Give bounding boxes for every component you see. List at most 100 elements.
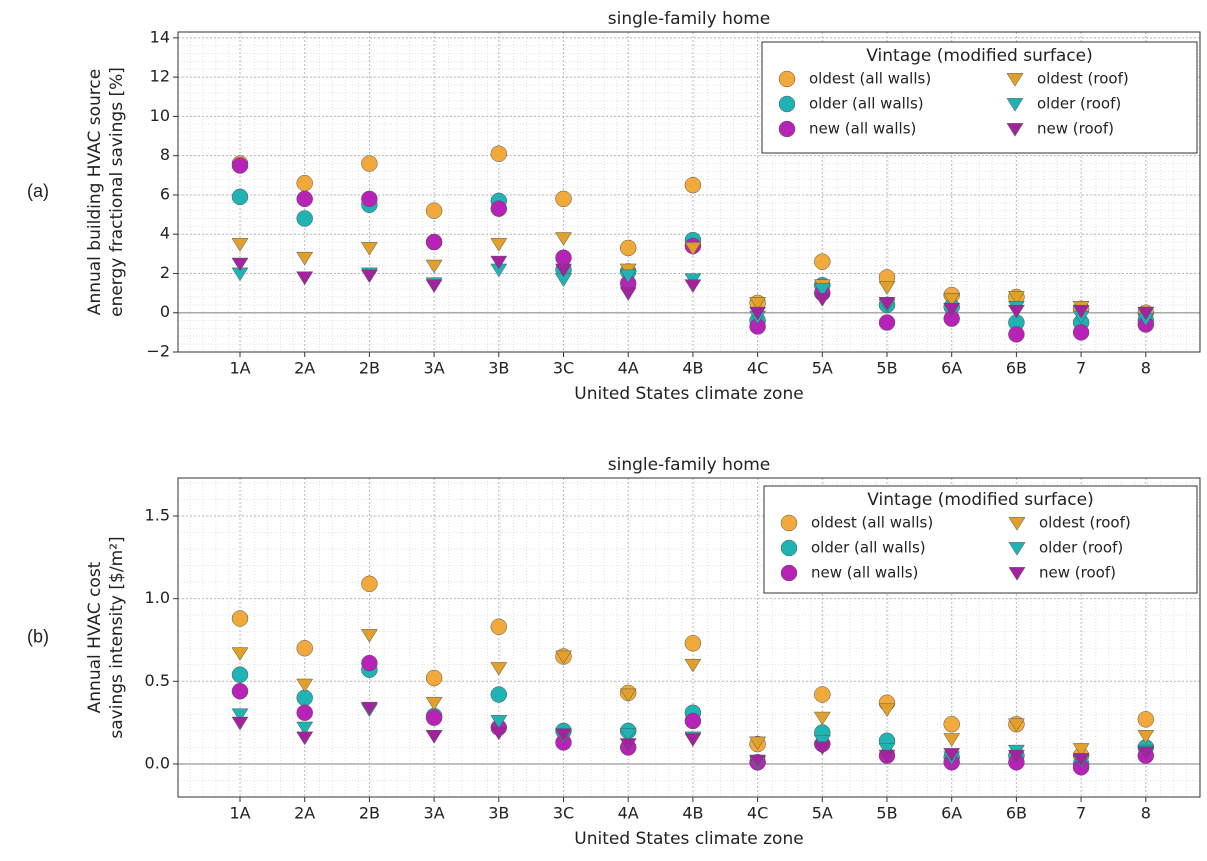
y-tick-label: −2 [146,342,170,361]
triangle-marker [1007,718,1025,732]
triangle-marker [943,302,961,317]
x-tick-label: 4A [618,359,639,378]
legend-label: older (all walls) [811,539,926,557]
circle-marker [490,686,508,703]
legend-marker [1008,517,1026,531]
triangle-marker [296,731,314,746]
triangle-marker [490,662,508,676]
triangle-marker [878,281,896,295]
y-tick-label: 14 [150,27,170,46]
y-tick-label: 0.0 [145,753,170,772]
y-tick-label: 0 [160,302,170,321]
x-tick-label: 8 [1141,804,1151,823]
circle-marker [361,190,378,208]
circle-marker [684,712,702,730]
triangle-marker [296,678,314,693]
x-tick-label: 3C [553,804,574,823]
triangle-marker [490,238,508,252]
x-tick-label: 3B [488,804,509,823]
triangle-marker [749,297,767,311]
x-tick-label: 5A [812,359,833,378]
triangle-marker [1137,729,1155,744]
x-tick-label: 6B [1006,359,1027,378]
triangle-marker [684,658,702,673]
legend-label: new (all walls) [811,564,918,582]
x-tick-label: 5B [876,804,897,823]
x-tick-label: 5A [812,804,833,823]
triangle-marker [749,736,767,751]
y-tick-label: 0.5 [145,671,170,690]
legend-label: oldest (roof) [1039,514,1131,532]
circle-marker [878,314,896,331]
triangle-marker [878,297,896,311]
circle-marker [361,155,378,172]
legend-marker [1008,567,1026,581]
legend-label: oldest (all walls) [811,514,933,532]
triangle-marker [684,242,702,256]
triangle-marker [813,293,831,307]
x-tick-label: 3C [553,359,574,378]
triangle-marker [1072,753,1090,767]
triangle-marker [231,257,249,272]
panel-label: (b) [27,626,49,646]
triangle-marker [749,306,767,321]
triangle-marker [619,738,637,752]
triangle-marker [813,283,831,297]
x-axis-label: United States climate zone [574,829,803,849]
x-tick-label: 3A [424,359,445,378]
triangle-marker [1072,304,1090,319]
circle-marker [814,253,831,270]
triangle-marker [425,259,443,274]
y-tick-label: 8 [160,145,170,164]
x-tick-label: 5B [876,359,897,378]
triangle-marker [296,721,314,736]
chart-title: single-family home [608,9,771,29]
triangle-marker [813,741,831,756]
triangle-marker [943,748,961,762]
circle-marker [425,202,443,219]
legend-box [763,485,1198,594]
legend-title: Vintage (modified surface) [866,46,1092,66]
triangle-marker [231,647,249,661]
legend-label: oldest (all walls) [809,70,931,88]
legend-label: older (all walls) [809,95,924,113]
triangle-marker [684,733,702,747]
x-tick-label: 3A [424,804,445,823]
triangle-marker [878,749,896,764]
legend-marker [1006,123,1024,137]
triangle-marker [1072,743,1090,757]
y-axis-label: energy fractional savings [%] [107,67,127,317]
plot-frame [177,477,1201,798]
triangle-marker [360,629,378,643]
circle-marker [684,635,702,652]
triangle-marker [619,287,637,301]
triangle-marker [1137,746,1155,761]
plot-frame [177,31,1201,353]
circle-marker [361,654,378,672]
triangle-marker [555,232,572,246]
circle-marker [361,575,378,593]
triangle-marker [425,696,443,711]
y-tick-label: 6 [160,184,170,203]
triangle-marker [1007,304,1025,319]
legend-marker [1006,73,1024,87]
x-tick-label: 4C [747,804,768,823]
triangle-marker [943,733,961,747]
circle-marker [425,669,443,687]
triangle-marker [231,238,249,252]
x-tick-label: 8 [1141,359,1151,378]
legend-marker [780,539,798,557]
x-tick-label: 1A [229,359,250,378]
triangle-marker [684,279,702,293]
legend-marker [778,70,796,88]
x-tick-label: 4A [618,804,639,823]
x-tick-label: 7 [1076,804,1086,823]
circle-marker [296,704,313,721]
x-tick-label: 3B [488,359,509,378]
x-tick-label: 7 [1076,359,1086,378]
circle-marker [490,618,508,636]
x-tick-label: 2A [294,359,315,378]
x-tick-label: 2B [359,804,380,823]
legend-box [761,41,1198,154]
circle-marker [1137,711,1155,728]
